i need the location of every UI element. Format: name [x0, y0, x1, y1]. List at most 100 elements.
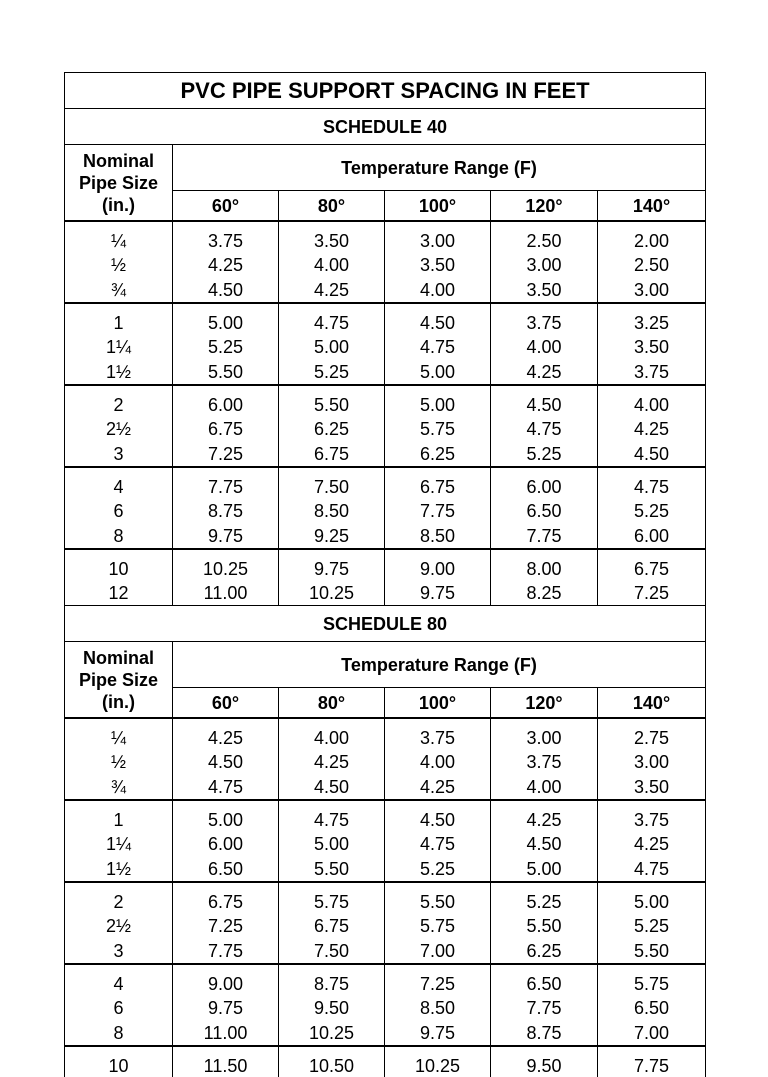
- spacing-value: 9.00: [385, 549, 491, 580]
- pipe-size: 1¼: [65, 831, 173, 856]
- spacing-value: 4.25: [173, 718, 279, 749]
- spacing-value: 7.75: [173, 938, 279, 964]
- spacing-value: 2.50: [491, 221, 598, 252]
- spacing-value: 9.75: [385, 580, 491, 606]
- pipe-size: 1: [65, 800, 173, 831]
- spacing-value: 7.75: [491, 995, 598, 1020]
- temp-header: 60°: [173, 688, 279, 719]
- spacing-value: 4.50: [173, 749, 279, 774]
- spacing-value: 4.25: [491, 800, 598, 831]
- spacing-value: 4.00: [385, 277, 491, 303]
- spacing-value: 10.25: [279, 580, 385, 606]
- spacing-value: 4.00: [279, 252, 385, 277]
- spacing-value: 4.00: [491, 774, 598, 800]
- spacing-value: 6.25: [385, 441, 491, 467]
- temp-header: 140°: [598, 688, 706, 719]
- spacing-value: 4.50: [598, 441, 706, 467]
- spacing-value: 6.75: [173, 882, 279, 913]
- spacing-value: 3.00: [491, 252, 598, 277]
- spacing-value: 6.75: [279, 441, 385, 467]
- spacing-value: 4.00: [279, 718, 385, 749]
- pipe-size: 2½: [65, 913, 173, 938]
- spacing-value: 5.50: [279, 385, 385, 416]
- section-row: SCHEDULE 80: [65, 606, 706, 642]
- spacing-value: 7.25: [598, 580, 706, 606]
- support-spacing-table: PVC PIPE SUPPORT SPACING IN FEET SCHEDUL…: [64, 72, 706, 1077]
- spacing-value: 6.75: [173, 416, 279, 441]
- spacing-value: 4.25: [491, 359, 598, 385]
- spacing-value: 4.50: [491, 385, 598, 416]
- spacing-value: 6.75: [598, 549, 706, 580]
- spacing-value: 6.50: [491, 498, 598, 523]
- spacing-value: 2.00: [598, 221, 706, 252]
- spacing-value: 4.25: [598, 416, 706, 441]
- spacing-value: 8.50: [279, 498, 385, 523]
- pipe-size: ¼: [65, 221, 173, 252]
- spacing-value: 3.00: [598, 749, 706, 774]
- pipe-size: 1½: [65, 856, 173, 882]
- spacing-value: 5.50: [279, 856, 385, 882]
- spacing-value: 4.50: [491, 831, 598, 856]
- size-header-line: Nominal: [65, 150, 172, 172]
- spacing-value: 8.50: [385, 995, 491, 1020]
- spacing-value: 3.50: [491, 277, 598, 303]
- pipe-size: ¾: [65, 277, 173, 303]
- pipe-size: 8: [65, 523, 173, 549]
- pipe-size: ½: [65, 749, 173, 774]
- spacing-value: 5.25: [491, 882, 598, 913]
- spacing-value: 5.00: [173, 303, 279, 334]
- spacing-value: 5.00: [385, 359, 491, 385]
- spacing-value: 4.75: [279, 800, 385, 831]
- spacing-value: 7.75: [173, 467, 279, 498]
- spacing-value: 7.75: [491, 523, 598, 549]
- temp-header: 140°: [598, 191, 706, 222]
- spacing-value: 4.75: [279, 303, 385, 334]
- spacing-value: 6.00: [491, 467, 598, 498]
- spacing-value: 4.75: [491, 416, 598, 441]
- spacing-value: 9.75: [173, 523, 279, 549]
- spacing-value: 10.50: [279, 1046, 385, 1077]
- spacing-value: 6.25: [279, 416, 385, 441]
- spacing-value: 9.50: [279, 995, 385, 1020]
- spacing-value: 3.25: [598, 303, 706, 334]
- temp-header: 100°: [385, 191, 491, 222]
- spacing-value: 5.75: [385, 913, 491, 938]
- size-header-line: Nominal: [65, 647, 172, 669]
- spacing-value: 2.75: [598, 718, 706, 749]
- spacing-value: 10.25: [385, 1046, 491, 1077]
- spacing-value: 10.25: [173, 549, 279, 580]
- section-title: SCHEDULE 40: [65, 109, 706, 145]
- spacing-value: 6.00: [598, 523, 706, 549]
- size-header-line: (in.): [65, 691, 172, 713]
- spacing-value: 8.75: [279, 964, 385, 995]
- temp-header: 80°: [279, 688, 385, 719]
- section-title: SCHEDULE 80: [65, 606, 706, 642]
- spacing-value: 5.00: [385, 385, 491, 416]
- spacing-value: 4.75: [385, 831, 491, 856]
- spacing-value: 5.50: [173, 359, 279, 385]
- spacing-value: 5.75: [279, 882, 385, 913]
- spacing-value: 6.50: [173, 856, 279, 882]
- pipe-size: 4: [65, 467, 173, 498]
- spacing-value: 6.00: [173, 831, 279, 856]
- spacing-value: 5.25: [385, 856, 491, 882]
- spacing-value: 6.25: [491, 938, 598, 964]
- pipe-size: 4: [65, 964, 173, 995]
- size-header-line: (in.): [65, 194, 172, 216]
- spacing-value: 5.00: [279, 334, 385, 359]
- spacing-value: 4.75: [598, 856, 706, 882]
- temp-header: 80°: [279, 191, 385, 222]
